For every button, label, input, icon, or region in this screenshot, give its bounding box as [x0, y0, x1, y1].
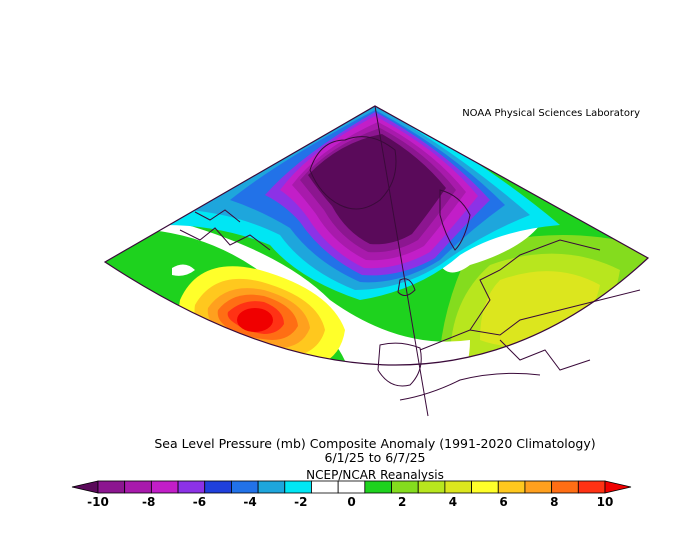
colorbar-swatch: [444, 480, 472, 494]
field-zero-iberia: [358, 345, 430, 366]
field-zero-band-north: [440, 225, 540, 273]
britain-coast: [397, 278, 416, 296]
colorbar-swatch: [311, 480, 339, 494]
colorbar-swatch: [551, 480, 579, 494]
date-range: 6/1/25 to 6/7/25: [324, 450, 426, 465]
colorbar-arrow-right: [604, 480, 632, 494]
colorbar-swatch: [364, 480, 392, 494]
colorbar-swatch: [417, 480, 446, 494]
colorbar-swatch: [337, 480, 366, 494]
colorbar-tick-label: -6: [193, 495, 206, 509]
colorbar-tick-label: -8: [142, 495, 155, 509]
colorbar-swatch: [204, 480, 232, 494]
mediterranean-coast: [499, 339, 591, 371]
colorbar-swatch: [97, 480, 126, 494]
colorbar-ticks: -10 -8 -6 -4 -2 0 2 4 6 8 10: [87, 495, 613, 509]
field-negative-10: [308, 134, 446, 245]
dataset-name: NCEP/NCAR Reanalysis: [306, 468, 444, 482]
colorbar-tick-label: 0: [347, 495, 355, 509]
colorbar-tick-label: -2: [294, 495, 307, 509]
colorbar-swatch: [257, 480, 286, 494]
colorbar-swatch: [231, 480, 259, 494]
canada-coast: [179, 227, 271, 251]
colorbar-tick-label: -4: [243, 495, 256, 509]
colorbar-swatch: [471, 480, 499, 494]
lab-credit: NOAA Physical Sciences Laboratory: [462, 108, 640, 119]
africa-coast: [399, 372, 541, 401]
colorbar-swatch: [150, 480, 179, 494]
anomaly-field: [105, 106, 648, 366]
colorbar-swatch: [177, 480, 206, 494]
greenland-coast: [309, 136, 397, 210]
colorbar-swatch: [124, 480, 152, 494]
arctic-islands-coast: [194, 209, 241, 223]
colorbar-swatch: [284, 480, 312, 494]
colorbar-swatch: [577, 480, 606, 494]
colorbar: [71, 480, 632, 494]
colorbar-tick-label: 6: [499, 495, 507, 509]
colorbar-tick-label: -10: [87, 495, 109, 509]
colorbar-tick-label: 4: [449, 495, 457, 509]
colorbar-tick-label: 8: [550, 495, 558, 509]
field-zero-patch: [172, 264, 195, 276]
colorbar-swatch: [391, 480, 419, 494]
colorbar-swatch: [497, 480, 526, 494]
colorbar-tick-label: 2: [398, 495, 406, 509]
field-positive-max: [237, 308, 273, 332]
europe-interior-borders: [469, 239, 601, 331]
colorbar-arrow-left: [71, 480, 99, 494]
coastlines: [179, 136, 641, 401]
iberia-coast: [377, 342, 422, 387]
colorbar-swatch: [524, 480, 553, 494]
colorbar-tick-label: 10: [597, 495, 614, 509]
scandinavia-coast: [439, 189, 471, 251]
map-border: [103, 105, 650, 366]
figure-title: Sea Level Pressure (mb) Composite Anomal…: [154, 436, 596, 451]
